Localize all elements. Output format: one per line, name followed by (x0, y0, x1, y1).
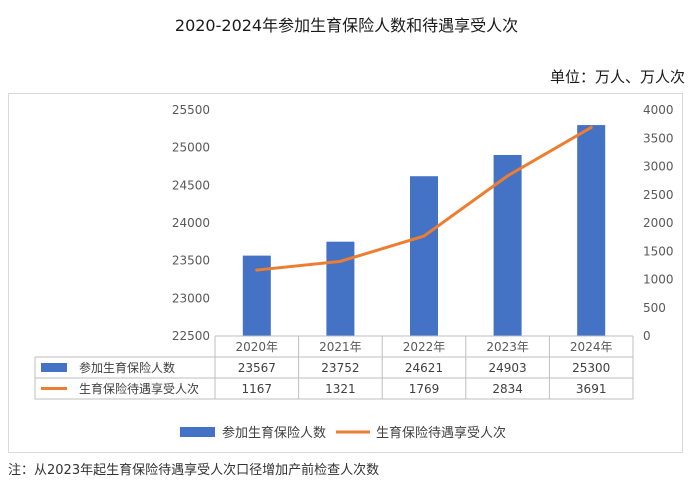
y-left-tick-label: 25000 (172, 141, 210, 155)
table-row-label: 参加生育保险人数 (79, 360, 175, 375)
legend-label: 生育保险待遇享受人次 (376, 425, 506, 441)
table-cell-value: 1321 (325, 382, 356, 396)
x-tick-label: 2022年 (403, 340, 446, 354)
bar (410, 176, 438, 336)
legend-key-bar (180, 427, 215, 437)
table-cell-value: 3691 (576, 382, 607, 396)
table-cell-value: 1167 (242, 382, 273, 396)
y-right-tick-label: 2500 (643, 188, 674, 202)
y-right-tick-label: 3500 (643, 131, 674, 145)
table-cell-value: 23752 (321, 361, 359, 375)
line-point (422, 234, 426, 238)
y-left-tick-label: 24000 (172, 216, 210, 230)
table-cell-value: 23567 (238, 361, 276, 375)
line-point (255, 268, 259, 272)
table-row-label: 生育保险待遇享受人次 (79, 381, 199, 396)
y-right-tick-label: 500 (643, 301, 666, 315)
footnote: 注：从2023年起生育保险待遇享受人次口径增加产前检查人次数 (8, 463, 380, 478)
y-left-tick-label: 23500 (172, 254, 210, 268)
y-left-tick-label: 24500 (172, 178, 210, 192)
line-point (506, 174, 510, 178)
table-cell-value: 1769 (409, 382, 440, 396)
table-cell-value: 24903 (489, 361, 527, 375)
y-right-tick-label: 0 (643, 329, 651, 343)
legend-label: 参加生育保险人数 (222, 425, 326, 441)
bar (326, 241, 355, 336)
x-tick-label: 2020年 (236, 340, 279, 354)
y-right-tick-label: 4000 (643, 103, 674, 117)
line-point (589, 125, 593, 129)
y-left-tick-label: 25500 (172, 103, 210, 117)
chart-frame (8, 93, 683, 453)
table-cell-value: 2834 (492, 382, 523, 396)
y-right-tick-label: 1000 (643, 273, 674, 287)
bar (493, 154, 522, 336)
table-cell-value: 24621 (405, 361, 443, 375)
y-right-tick-label: 3000 (643, 160, 674, 174)
table-legend-key-bar (41, 363, 67, 372)
chart-title: 2020-2024年参加生育保险人数和待遇享受人次 (174, 16, 519, 35)
x-tick-label: 2024年 (570, 340, 613, 354)
y-right-tick-label: 1500 (643, 244, 674, 258)
bar (577, 125, 606, 336)
y-left-tick-label: 22500 (172, 329, 210, 343)
table-cell-value: 25300 (572, 361, 610, 375)
line-point (338, 259, 342, 263)
y-right-tick-label: 2000 (643, 216, 674, 230)
x-tick-label: 2021年 (319, 340, 362, 354)
x-tick-label: 2023年 (486, 340, 529, 354)
y-left-tick-label: 23000 (172, 291, 210, 305)
unit-label: 单位：万人、万人次 (549, 68, 685, 86)
